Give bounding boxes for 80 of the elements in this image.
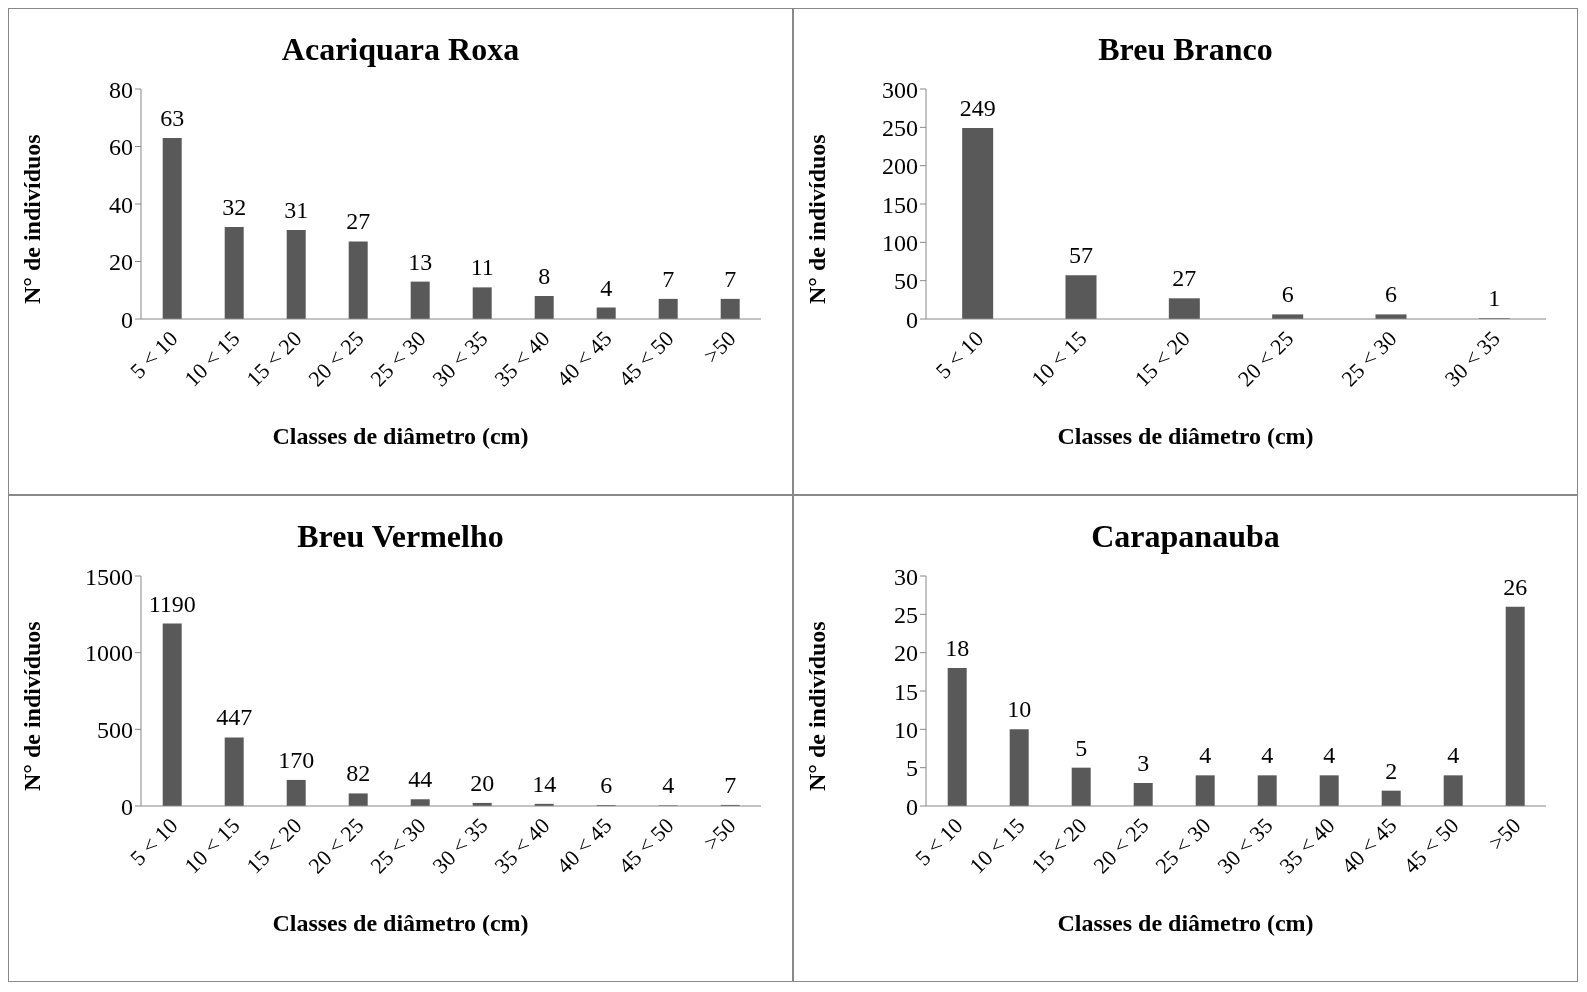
data-label: 7	[661, 265, 674, 292]
y-tick-label: 500	[96, 716, 133, 743]
y-tick-label: 1000	[84, 640, 133, 667]
data-label: 31	[283, 196, 308, 223]
chart-title: Carapanauba	[1091, 518, 1280, 556]
x-tick-label: >50	[698, 325, 741, 368]
x-axis-title: Classes de diâmetro (cm)	[272, 423, 529, 450]
y-tick-label: 20	[108, 249, 133, 276]
data-label: 18	[944, 635, 969, 661]
data-label: 63	[159, 104, 184, 131]
data-label: 7	[723, 771, 736, 798]
y-tick-label: 10	[893, 716, 918, 743]
y-tick-label: 150	[881, 191, 918, 218]
data-label: 14	[531, 770, 556, 797]
data-label: 4	[1198, 742, 1211, 769]
data-label: 4	[1322, 742, 1335, 769]
data-label: 6	[1384, 281, 1397, 308]
data-label: 27	[345, 208, 370, 235]
x-tick-label: >50	[1483, 812, 1526, 855]
x-axis-title: Classes de diâmetro (cm)	[272, 910, 529, 937]
y-tick-label: 200	[881, 153, 918, 180]
y-tick-label: 0	[120, 793, 133, 820]
data-label: 6	[1281, 281, 1294, 308]
y-axis-title: N° de indivíduos	[18, 134, 45, 304]
x-tick-label: 20 < 25	[1232, 325, 1298, 392]
y-axis-title: N° de indivíduos	[803, 134, 830, 304]
data-label: 32	[221, 194, 246, 220]
x-tick-label: 5 < 10	[930, 325, 988, 384]
data-label: 82	[345, 760, 370, 787]
y-axis-title: N° de indivíduos	[18, 621, 45, 791]
data-label: 170	[277, 746, 314, 773]
x-tick-label: 30 < 35	[1439, 325, 1505, 392]
data-label: 4	[1260, 742, 1273, 769]
data-label: 27	[1171, 265, 1196, 292]
data-label: 11	[470, 254, 494, 281]
data-label: 26	[1502, 573, 1527, 600]
x-tick-label: 10 < 15	[1025, 325, 1092, 392]
data-label: 3	[1136, 750, 1149, 776]
data-label: 4	[1446, 742, 1459, 769]
data-label: 1190	[148, 590, 196, 617]
x-axis-title: Classes de diâmetro (cm)	[1057, 423, 1314, 450]
data-label: 8	[537, 263, 550, 289]
data-label: 6	[599, 772, 612, 799]
data-label: 7	[723, 265, 736, 292]
data-label: 4	[599, 274, 612, 301]
data-label: 447	[215, 704, 252, 731]
chart-title: Acariquara Roxa	[281, 31, 520, 69]
y-tick-label: 20	[893, 640, 918, 667]
data-label: 2	[1384, 757, 1397, 784]
y-tick-label: 300	[881, 76, 918, 103]
y-tick-label: 40	[108, 191, 133, 218]
data-label: 4	[661, 772, 674, 799]
data-label: 20	[469, 769, 494, 796]
y-tick-label: 5	[905, 755, 918, 782]
chart-title: Breu Vermelho	[297, 518, 504, 556]
y-tick-label: 1500	[84, 563, 133, 590]
y-tick-label: 25	[893, 601, 918, 628]
y-tick-label: 60	[108, 134, 133, 161]
x-tick-label: 15 < 20	[1129, 325, 1195, 392]
data-label: 57	[1068, 242, 1093, 269]
y-tick-label: 0	[905, 793, 918, 820]
data-label: 44	[407, 766, 432, 793]
x-tick-label: >50	[698, 812, 741, 855]
y-tick-label: 15	[893, 678, 918, 705]
y-tick-label: 0	[905, 306, 918, 333]
x-tick-label: 25 < 30	[1335, 325, 1402, 392]
data-label: 249	[959, 95, 996, 122]
data-label: 5	[1074, 734, 1087, 761]
data-label: 13	[407, 248, 432, 275]
data-label: 1	[1487, 285, 1500, 312]
y-tick-label: 250	[881, 114, 918, 141]
y-tick-label: 100	[881, 229, 918, 256]
y-tick-label: 30	[893, 563, 918, 590]
chart-title: Breu Branco	[1098, 31, 1273, 69]
y-axis-title: N° de indivíduos	[803, 621, 830, 791]
y-tick-label: 80	[108, 76, 133, 103]
y-tick-label: 0	[120, 306, 133, 333]
y-tick-label: 50	[893, 268, 918, 295]
x-axis-title: Classes de diâmetro (cm)	[1057, 910, 1314, 937]
data-label: 10	[1006, 696, 1031, 723]
